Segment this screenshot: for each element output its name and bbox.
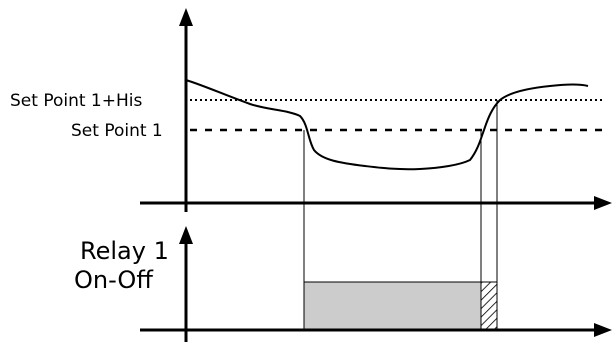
setpoint-his-label: Set Point 1+His	[10, 91, 142, 111]
relay-label-line2: On-Off	[74, 266, 153, 294]
relay-label-line1: Relay 1	[80, 237, 169, 265]
relay-hysteresis-region	[480, 281, 498, 331]
upper-y-axis-arrow	[179, 8, 193, 26]
process-variable-curve	[185, 79, 589, 171]
lower-x-axis-arrow	[594, 323, 612, 337]
setpoint-label: Set Point 1	[71, 121, 163, 141]
upper-x-axis-arrow	[594, 196, 612, 210]
relay-on-region	[303, 281, 482, 331]
lower-y-axis-arrow	[179, 226, 193, 244]
